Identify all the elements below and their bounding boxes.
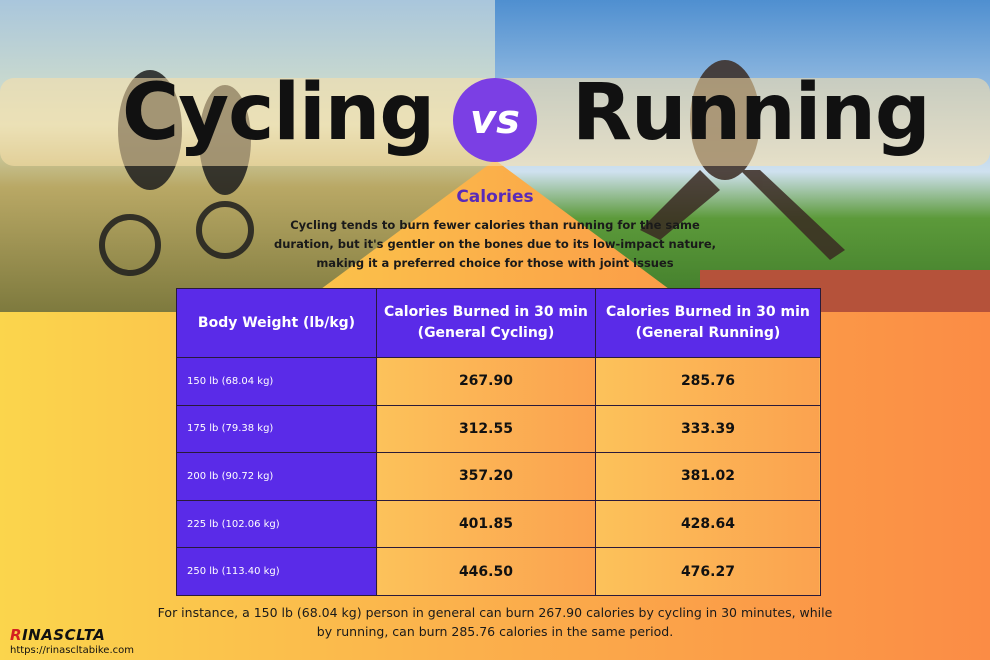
calories-value: 446.50 [376,547,596,596]
calories-value: 333.39 [594,404,822,454]
calories-value: 267.90 [376,357,596,406]
body-weight: 200 lb (90.72 kg) [176,452,377,501]
body-weight: 175 lb (79.38 kg) [176,404,377,454]
title-cycling: Cycling [122,68,435,158]
calories-value: 312.55 [376,404,596,454]
logo: RINASCLTA [10,626,106,644]
section-title: Calories [456,187,534,207]
column-header: Calories Burned in 30 min (General Runni… [594,288,822,358]
body-weight: 150 lb (68.04 kg) [176,357,377,406]
body-weight: 250 lb (113.40 kg) [176,547,377,596]
calories-value: 401.85 [376,499,596,549]
table-row: 150 lb (68.04 kg) 267.90 285.76 [176,357,822,406]
title-running: Running [572,68,931,158]
calories-table: Body Weight (lb/kg) Calories Burned in 30… [176,288,822,596]
calories-value: 357.20 [376,452,596,501]
note: For instance, a 150 lb (68.04 kg) person… [157,605,833,639]
calories-value: 285.76 [594,357,822,406]
calories-value: 381.02 [594,452,822,501]
table-row: 225 lb (102.06 kg) 401.85 428.64 [176,499,822,549]
section-description: Cycling tends to burn fewer calories tha… [273,218,716,270]
column-header: Calories Burned in 30 min (General Cycli… [376,288,596,358]
vs-badge: vs [453,78,537,162]
body-weight: 225 lb (102.06 kg) [176,499,377,549]
url: https://rinascltabike.com [10,645,134,656]
table-row: 250 lb (113.40 kg) 446.50 476.27 [176,547,822,596]
header-row: Body Weight (lb/kg) Calories Burned in 30… [176,288,822,358]
calories-value: 428.64 [594,499,822,549]
table-row: 200 lb (90.72 kg) 357.20 381.02 [176,452,822,501]
column-header: Body Weight (lb/kg) [176,288,377,358]
calories-value: 476.27 [594,547,822,596]
table-row: 175 lb (79.38 kg) 312.55 333.39 [176,404,822,454]
